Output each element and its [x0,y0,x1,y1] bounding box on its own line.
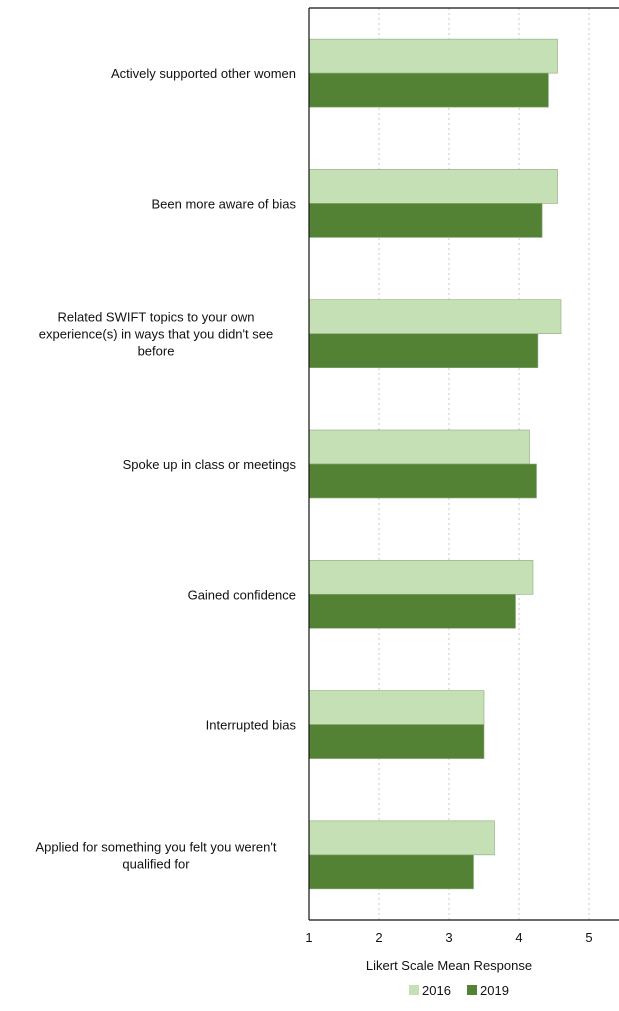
legend-swatch-2019 [467,985,477,995]
bar-2019 [308,72,549,108]
axes [308,7,619,921]
bar-2016 [308,690,485,725]
bar-2019 [308,854,474,890]
bar-2019 [308,724,485,759]
legend: 2016 2019 [409,983,509,998]
legend-label-2016: 2016 [422,983,451,998]
legend-label-2019: 2019 [480,983,509,998]
bar-2016 [308,820,495,856]
category-label: Gained confidence [188,587,296,602]
category-label: Spoke up in class or meetings [123,457,297,472]
bar-2016 [308,299,562,335]
legend-swatch-2016 [409,985,419,995]
x-tick-labels: 1 2 3 4 5 [305,930,592,945]
category-label: Related SWIFT topics to your own experien… [39,310,273,359]
x-tick-label: 1 [305,930,312,945]
bar-2019 [308,333,539,369]
x-axis-title: Likert Scale Mean Response [366,958,532,973]
x-tick-label: 4 [515,930,522,945]
bars [308,38,562,890]
category-label: Interrupted bias [206,718,297,733]
bar-2016 [308,169,558,204]
x-tick-label: 2 [375,930,382,945]
bar-2016 [308,38,558,74]
category-label: Actively supported other women [111,66,296,81]
x-tick-label: 5 [585,930,592,945]
bar-2016 [308,429,530,465]
category-label: Been more aware of bias [151,196,296,211]
category-label: Applied for something you felt you weren… [36,839,277,871]
bar-2019 [308,593,516,629]
bar-2019 [308,203,543,238]
bar-2019 [308,463,537,499]
x-tick-label: 3 [445,930,452,945]
bar-2016 [308,559,534,595]
category-labels: Actively supported other women Been more … [36,66,297,871]
